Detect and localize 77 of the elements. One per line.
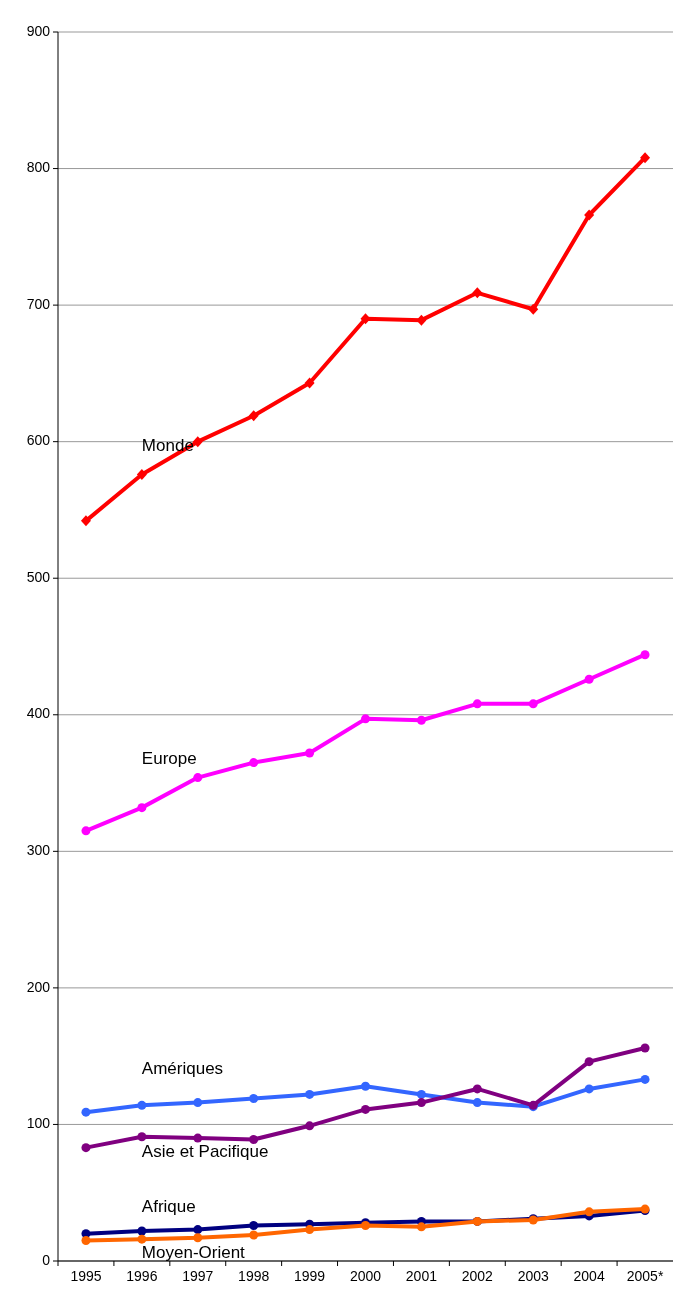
- x-tick-label: 1999: [294, 1268, 326, 1284]
- x-tick-label: 2005*: [626, 1268, 664, 1284]
- point: [249, 1094, 259, 1103]
- point: [249, 1230, 259, 1240]
- point: [640, 1043, 650, 1053]
- series-label: Afrique: [141, 1197, 196, 1217]
- series-label: Amériques: [141, 1058, 224, 1078]
- x-tick-label: 1996: [126, 1268, 158, 1284]
- point: [584, 1084, 594, 1094]
- point: [193, 1233, 203, 1243]
- point: [80, 515, 91, 527]
- point: [304, 377, 315, 389]
- point: [361, 714, 370, 724]
- point: [249, 758, 259, 768]
- point: [472, 287, 483, 299]
- series-label: Europe: [141, 749, 197, 769]
- y-tick-label: 700: [26, 295, 51, 312]
- point: [192, 436, 203, 448]
- point: [361, 1104, 370, 1114]
- point: [81, 1236, 91, 1246]
- point: [137, 1132, 147, 1142]
- y-tick-label: 500: [26, 568, 51, 585]
- point: [472, 1084, 482, 1094]
- x-tick-label: 1997: [182, 1268, 214, 1284]
- point: [416, 1098, 426, 1108]
- point: [249, 1134, 259, 1144]
- point: [584, 674, 594, 684]
- point: [472, 1098, 482, 1108]
- point: [137, 803, 147, 813]
- series-label: Asie et Pacifique: [141, 1142, 269, 1162]
- point: [249, 1221, 259, 1230]
- point: [361, 1081, 370, 1091]
- point: [305, 1089, 315, 1099]
- point: [640, 1074, 650, 1084]
- y-tick-label: 900: [26, 22, 51, 39]
- point: [137, 1100, 147, 1110]
- y-tick-label: 400: [26, 705, 51, 722]
- point: [136, 468, 147, 480]
- point: [584, 1057, 594, 1067]
- point: [416, 1089, 426, 1099]
- point: [137, 1234, 147, 1244]
- y-tick-label: 0: [42, 1251, 51, 1268]
- y-tick-label: 300: [26, 842, 51, 859]
- point: [81, 1143, 91, 1153]
- point: [193, 1098, 203, 1108]
- y-tick-label: 600: [26, 432, 51, 449]
- series-label: Monde: [141, 435, 194, 455]
- point: [193, 1225, 203, 1235]
- x-tick-label: 2003: [517, 1268, 550, 1284]
- point: [528, 303, 539, 315]
- point: [193, 773, 203, 783]
- x-tick-label: 2002: [461, 1268, 494, 1284]
- point: [81, 826, 91, 836]
- point: [305, 1225, 315, 1235]
- x-tick-label: 2000: [349, 1268, 382, 1284]
- point: [81, 1107, 91, 1117]
- series-label: Moyen-Orient: [141, 1242, 246, 1262]
- point: [584, 209, 595, 221]
- point: [305, 1121, 315, 1131]
- x-tick-label: 1995: [70, 1268, 102, 1284]
- point: [640, 152, 651, 164]
- point: [193, 1133, 203, 1143]
- point: [416, 715, 426, 725]
- y-tick-label: 200: [26, 978, 51, 995]
- y-tick-label: 100: [26, 1115, 51, 1132]
- point: [305, 748, 315, 758]
- point: [640, 650, 650, 660]
- x-tick-label: 1998: [238, 1268, 270, 1284]
- y-tick-label: 800: [26, 159, 51, 176]
- point: [248, 410, 259, 422]
- point: [472, 699, 482, 709]
- point: [528, 699, 538, 709]
- point: [137, 1226, 147, 1236]
- point: [416, 1222, 426, 1232]
- x-tick-label: 2001: [405, 1268, 438, 1284]
- point: [584, 1207, 594, 1217]
- x-tick-label: 2004: [573, 1268, 605, 1284]
